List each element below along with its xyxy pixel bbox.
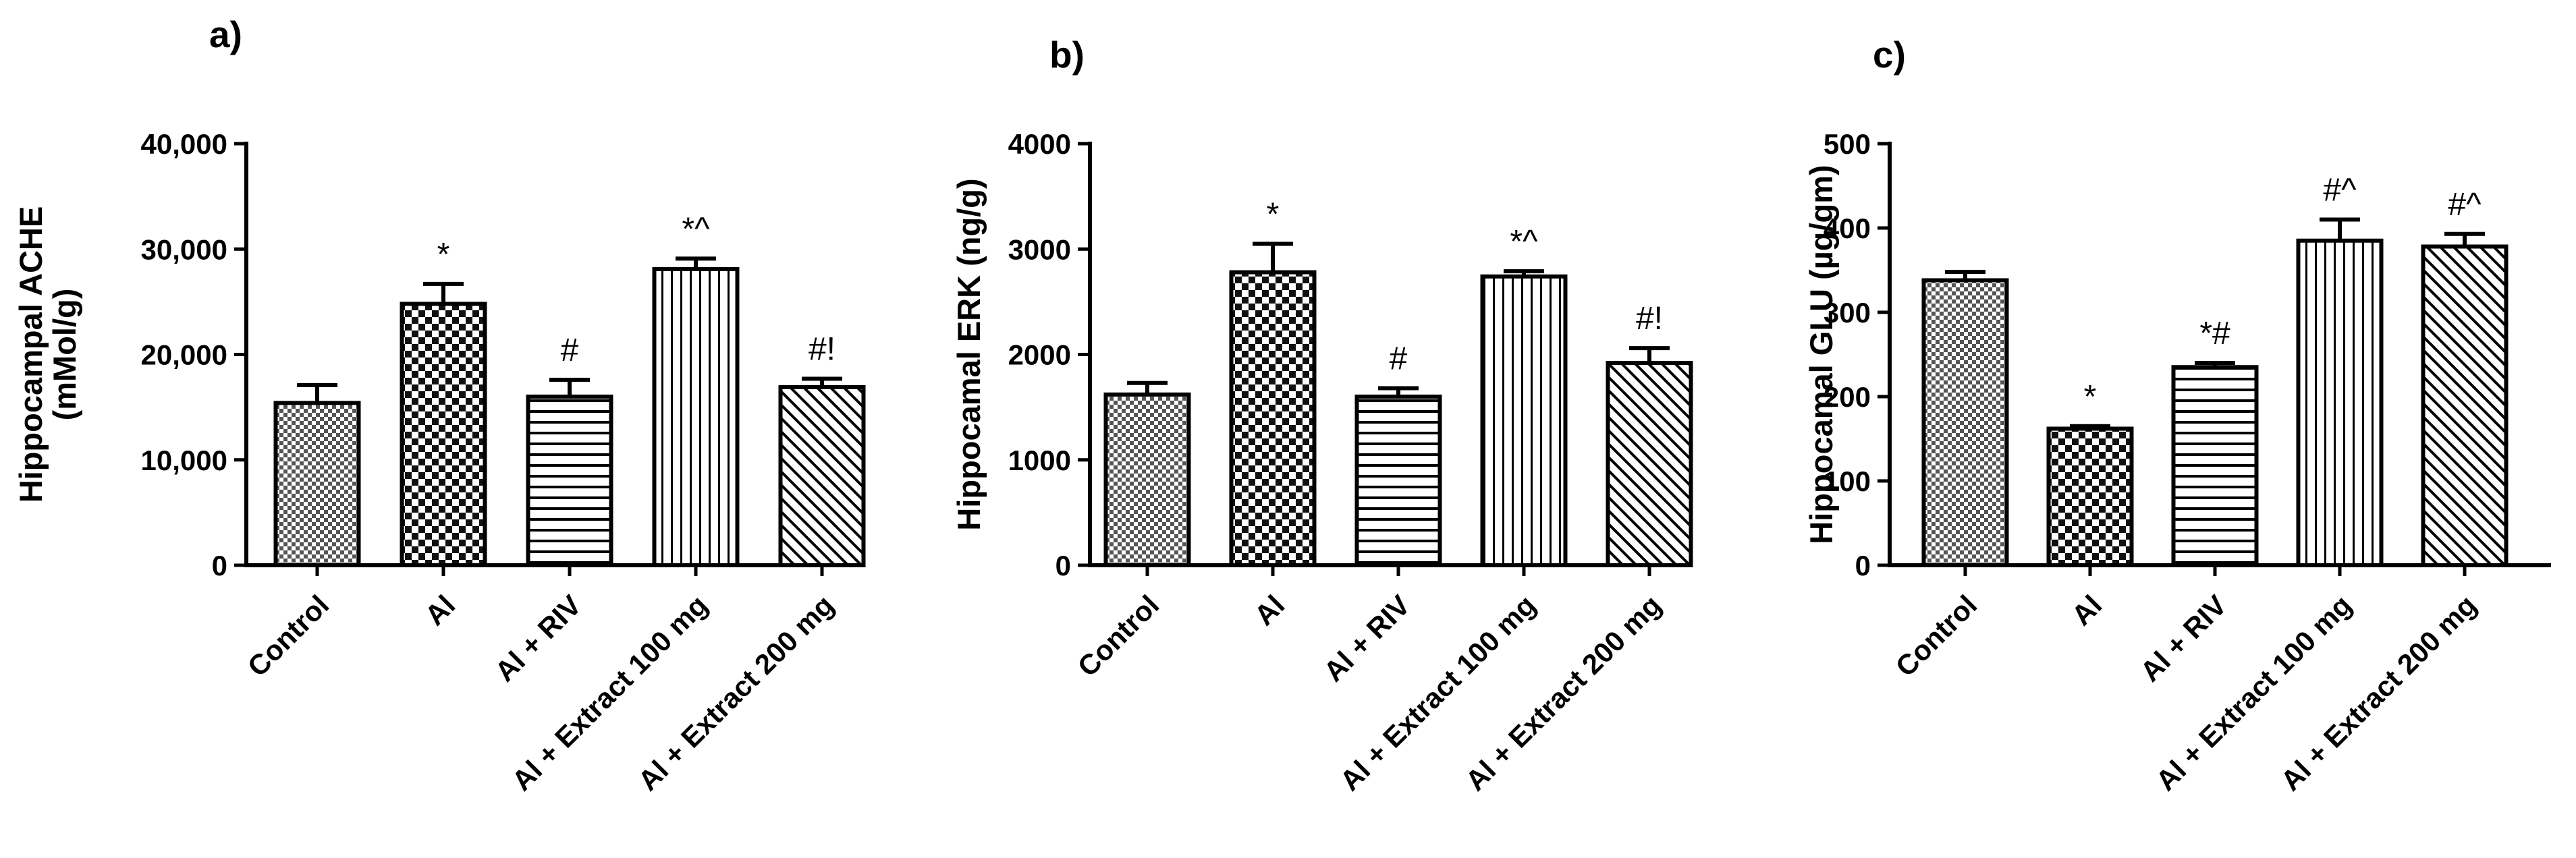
x-tick-label-al: Al bbox=[1248, 589, 1290, 631]
y-tick-label: 1000 bbox=[1008, 445, 1071, 476]
bar-al-riv bbox=[526, 395, 613, 567]
bar-al-extract-100 bbox=[652, 266, 740, 567]
bar-al bbox=[2046, 426, 2134, 567]
x-tick-label-al: Al bbox=[2065, 589, 2108, 631]
y-axis-label: Hippocamal ERK (ng/g) bbox=[951, 178, 987, 530]
x-tick-label-al-riv: Al + RIV bbox=[2134, 589, 2232, 687]
x-tick-label-al-riv: Al + RIV bbox=[1317, 589, 1416, 687]
panel-letter: b) bbox=[1049, 34, 1085, 76]
y-tick-label: 100 bbox=[1824, 465, 1871, 497]
bar-control bbox=[1103, 392, 1191, 567]
significance-al: * bbox=[437, 237, 450, 273]
bar-al bbox=[400, 302, 487, 567]
bar-control bbox=[1921, 278, 2009, 567]
panel-glu: c) Hippocamal GLU (µg/gm) Control * Al *# Al +… bbox=[1803, 34, 2551, 797]
y-axis-label: Hippocampal ACHE bbox=[13, 206, 49, 503]
bar-al-riv bbox=[1354, 395, 1442, 567]
bar-al bbox=[1229, 270, 1317, 567]
x-tick-label-control: Control bbox=[242, 589, 335, 683]
y-tick-label: 300 bbox=[1824, 297, 1871, 328]
bar-al-extract-100 bbox=[1480, 274, 1568, 567]
y-tick-label: 40,000 bbox=[141, 128, 227, 160]
y-tick-label: 400 bbox=[1824, 212, 1871, 244]
bar-al-extract-100 bbox=[2296, 238, 2384, 567]
significance-al-riv: # bbox=[1390, 341, 1408, 377]
y-tick-label: 200 bbox=[1824, 381, 1871, 413]
significance-al-extract-200: #! bbox=[1636, 301, 1663, 337]
panel-letter: a) bbox=[209, 13, 242, 55]
x-tick-label-control: Control bbox=[1890, 589, 1983, 683]
significance-al: * bbox=[2084, 379, 2097, 415]
significance-al: * bbox=[1267, 196, 1280, 232]
y-tick-label: 30,000 bbox=[141, 233, 227, 265]
panel-erk: b) Hippocamal ERK (ng/g) Control * Al # Al + R… bbox=[951, 34, 1693, 797]
bar-al-extract-200 bbox=[778, 384, 866, 567]
x-tick-label-control: Control bbox=[1072, 589, 1166, 683]
y-tick-label: 0 bbox=[1855, 550, 1871, 581]
significance-al-riv: # bbox=[561, 333, 579, 368]
y-tick-label: 0 bbox=[1056, 550, 1071, 581]
y-tick-label: 20,000 bbox=[141, 339, 227, 371]
panel-ache: a) Hippocampal ACHE(mMol/g) Control * Al # Al … bbox=[13, 13, 866, 797]
y-axis-label-units: (mMol/g) bbox=[47, 289, 82, 421]
panel-letter: c) bbox=[1873, 34, 1906, 76]
significance-al-extract-200: #^ bbox=[2448, 187, 2482, 223]
significance-al-extract-200: #! bbox=[809, 331, 835, 367]
significance-al-extract-100: #^ bbox=[2323, 173, 2357, 208]
y-tick-label: 0 bbox=[212, 550, 227, 581]
bar-al-riv bbox=[2171, 365, 2259, 567]
y-tick-label: 4000 bbox=[1008, 128, 1071, 160]
bar-al-extract-200 bbox=[1606, 361, 1693, 567]
y-tick-label: 10,000 bbox=[141, 445, 227, 476]
significance-al-extract-100: *^ bbox=[682, 211, 710, 247]
y-axis-label: Hippocamal GLU (µg/gm) bbox=[1803, 165, 1839, 544]
bar-al-extract-200 bbox=[2421, 244, 2509, 567]
significance-al-riv: *# bbox=[2199, 316, 2230, 351]
y-tick-label: 3000 bbox=[1008, 233, 1071, 265]
significance-al-extract-100: *^ bbox=[1510, 224, 1538, 260]
x-tick-label-al: Al bbox=[418, 589, 461, 631]
y-tick-label: 2000 bbox=[1008, 339, 1071, 371]
x-tick-label-al-riv: Al + RIV bbox=[489, 589, 587, 687]
y-tick-label: 500 bbox=[1824, 128, 1871, 160]
bar-control bbox=[273, 401, 361, 567]
